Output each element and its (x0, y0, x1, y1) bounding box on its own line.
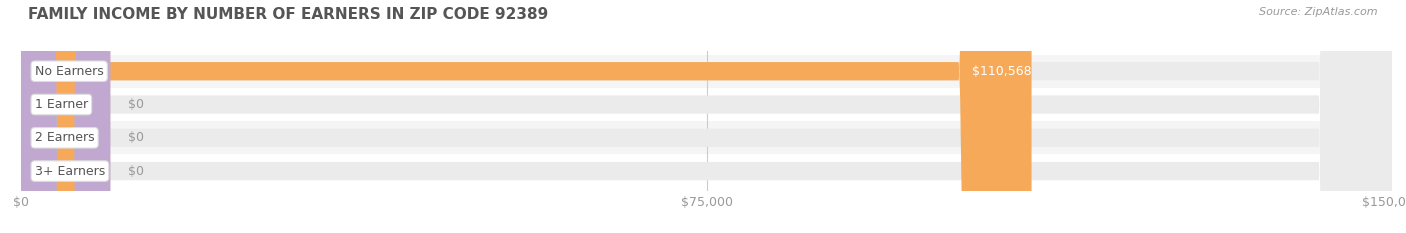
Text: FAMILY INCOME BY NUMBER OF EARNERS IN ZIP CODE 92389: FAMILY INCOME BY NUMBER OF EARNERS IN ZI… (28, 7, 548, 22)
FancyBboxPatch shape (21, 0, 110, 233)
FancyBboxPatch shape (21, 0, 1392, 233)
Bar (21, 88, 1392, 121)
Text: $0: $0 (128, 164, 145, 178)
Text: $110,568: $110,568 (972, 65, 1032, 78)
Text: $0: $0 (128, 131, 145, 144)
Bar (21, 121, 1392, 154)
Bar (21, 55, 1392, 88)
Bar (21, 154, 1392, 188)
FancyBboxPatch shape (21, 0, 1032, 233)
Text: 2 Earners: 2 Earners (35, 131, 94, 144)
FancyBboxPatch shape (21, 0, 1392, 233)
Text: 1 Earner: 1 Earner (35, 98, 89, 111)
Text: No Earners: No Earners (35, 65, 104, 78)
FancyBboxPatch shape (21, 0, 1392, 233)
Text: Source: ZipAtlas.com: Source: ZipAtlas.com (1260, 7, 1378, 17)
Text: $0: $0 (128, 98, 145, 111)
FancyBboxPatch shape (21, 0, 110, 233)
FancyBboxPatch shape (21, 0, 1392, 233)
Text: 3+ Earners: 3+ Earners (35, 164, 105, 178)
FancyBboxPatch shape (21, 0, 110, 233)
